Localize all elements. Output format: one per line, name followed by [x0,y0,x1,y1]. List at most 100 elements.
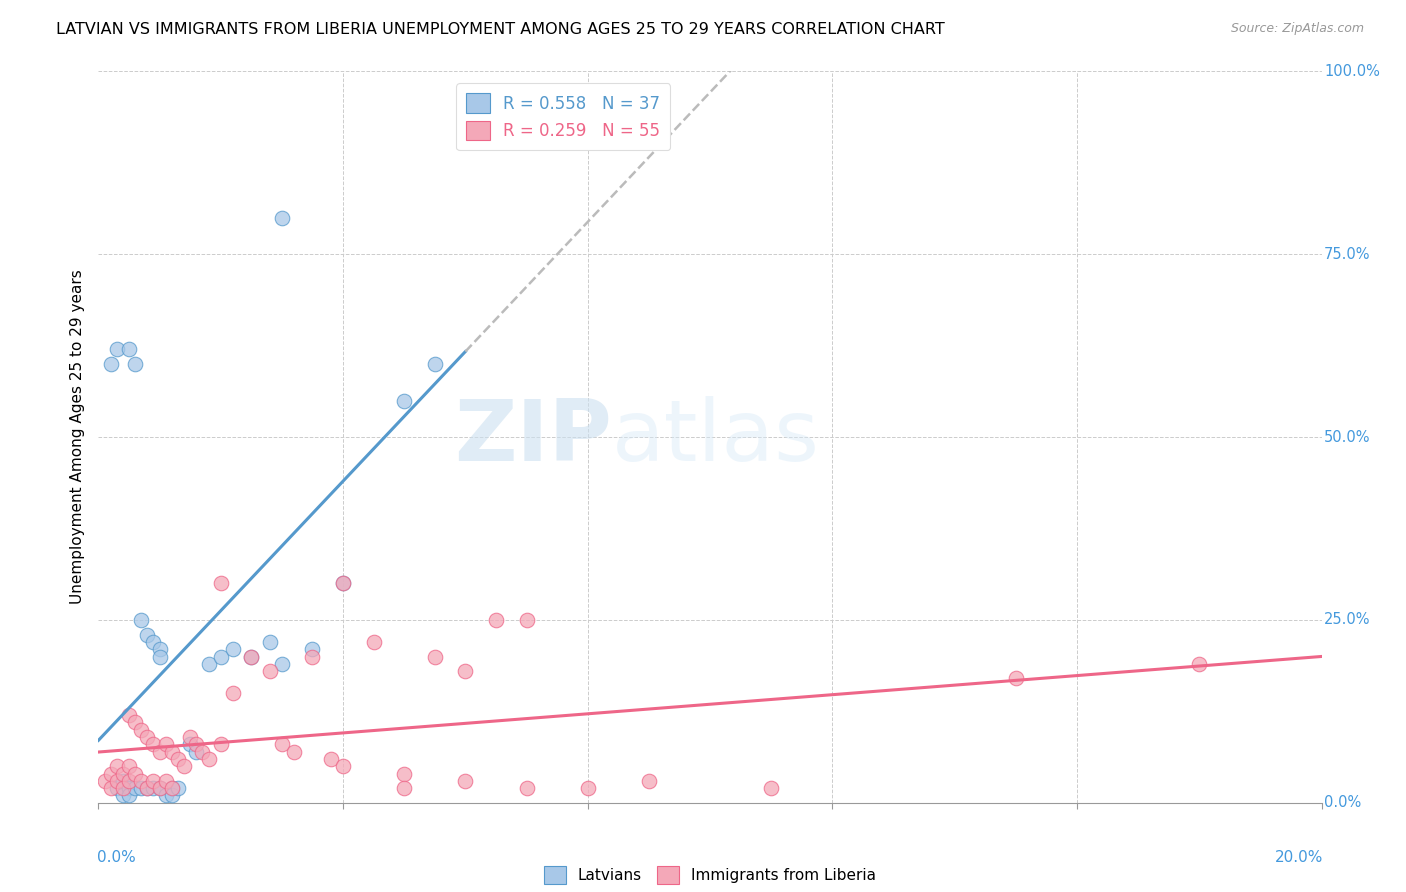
Point [392,393,416,408]
Point [124,715,146,730]
Point [136,627,159,641]
Point [392,766,416,780]
Point [423,357,446,371]
Point [240,649,263,664]
Point [93,773,115,788]
Point [179,737,201,751]
Point [576,781,599,796]
Point [454,773,477,788]
Text: 75.0%: 75.0% [1324,247,1371,261]
Point [136,781,159,796]
Point [100,781,122,796]
Point [111,781,134,796]
Y-axis label: Unemployment Among Ages 25 to 29 years: Unemployment Among Ages 25 to 29 years [69,269,84,605]
Point [124,781,146,796]
Point [197,752,219,766]
Point [167,781,190,796]
Point [186,737,208,751]
Legend: Latvians, Immigrants from Liberia: Latvians, Immigrants from Liberia [538,861,882,890]
Point [105,343,128,357]
Point [129,773,152,788]
Point [179,730,201,744]
Point [142,737,165,751]
Point [155,789,177,803]
Point [332,576,354,591]
Point [259,664,281,678]
Point [118,343,141,357]
Point [186,745,208,759]
Point [191,745,214,759]
Text: LATVIAN VS IMMIGRANTS FROM LIBERIA UNEMPLOYMENT AMONG AGES 25 TO 29 YEARS CORREL: LATVIAN VS IMMIGRANTS FROM LIBERIA UNEMP… [56,22,945,37]
Point [516,613,538,627]
Point [111,766,134,780]
Point [149,781,172,796]
Point [209,649,232,664]
Point [197,657,219,671]
Point [124,357,146,371]
Point [1188,657,1211,671]
Point [209,576,232,591]
Point [516,781,538,796]
Text: atlas: atlas [612,395,820,479]
Point [454,664,477,678]
Point [173,759,195,773]
Point [160,789,183,803]
Text: 0.0%: 0.0% [1324,796,1361,810]
Point [160,781,183,796]
Point [167,752,190,766]
Point [1004,672,1026,686]
Point [149,642,172,657]
Point [485,613,508,627]
Point [111,773,134,788]
Point [136,730,159,744]
Text: 0.0%: 0.0% [97,850,136,865]
Point [270,211,292,225]
Text: 25.0%: 25.0% [1324,613,1371,627]
Point [105,781,128,796]
Point [160,781,183,796]
Point [100,766,122,780]
Text: 20.0%: 20.0% [1274,850,1323,865]
Text: 50.0%: 50.0% [1324,430,1371,444]
Point [270,657,292,671]
Point [283,745,305,759]
Point [142,635,165,649]
Point [105,773,128,788]
Point [118,781,141,796]
Point [392,781,416,796]
Point [454,87,477,101]
Point [149,781,172,796]
Point [118,708,141,723]
Point [149,745,172,759]
Text: 100.0%: 100.0% [1324,64,1379,78]
Point [136,781,159,796]
Point [129,781,152,796]
Point [301,642,323,657]
Point [332,576,354,591]
Point [118,789,141,803]
Point [363,635,385,649]
Point [149,649,172,664]
Point [142,773,165,788]
Point [332,759,354,773]
Point [155,737,177,751]
Point [129,613,152,627]
Point [259,635,281,649]
Point [759,781,782,796]
Point [319,752,342,766]
Point [209,737,232,751]
Point [100,357,122,371]
Point [111,789,134,803]
Point [301,649,323,664]
Point [124,766,146,780]
Point [240,649,263,664]
Text: Source: ZipAtlas.com: Source: ZipAtlas.com [1230,22,1364,36]
Point [105,759,128,773]
Point [423,649,446,664]
Point [155,773,177,788]
Point [129,723,152,737]
Point [118,759,141,773]
Point [222,642,245,657]
Point [160,745,183,759]
Point [222,686,245,700]
